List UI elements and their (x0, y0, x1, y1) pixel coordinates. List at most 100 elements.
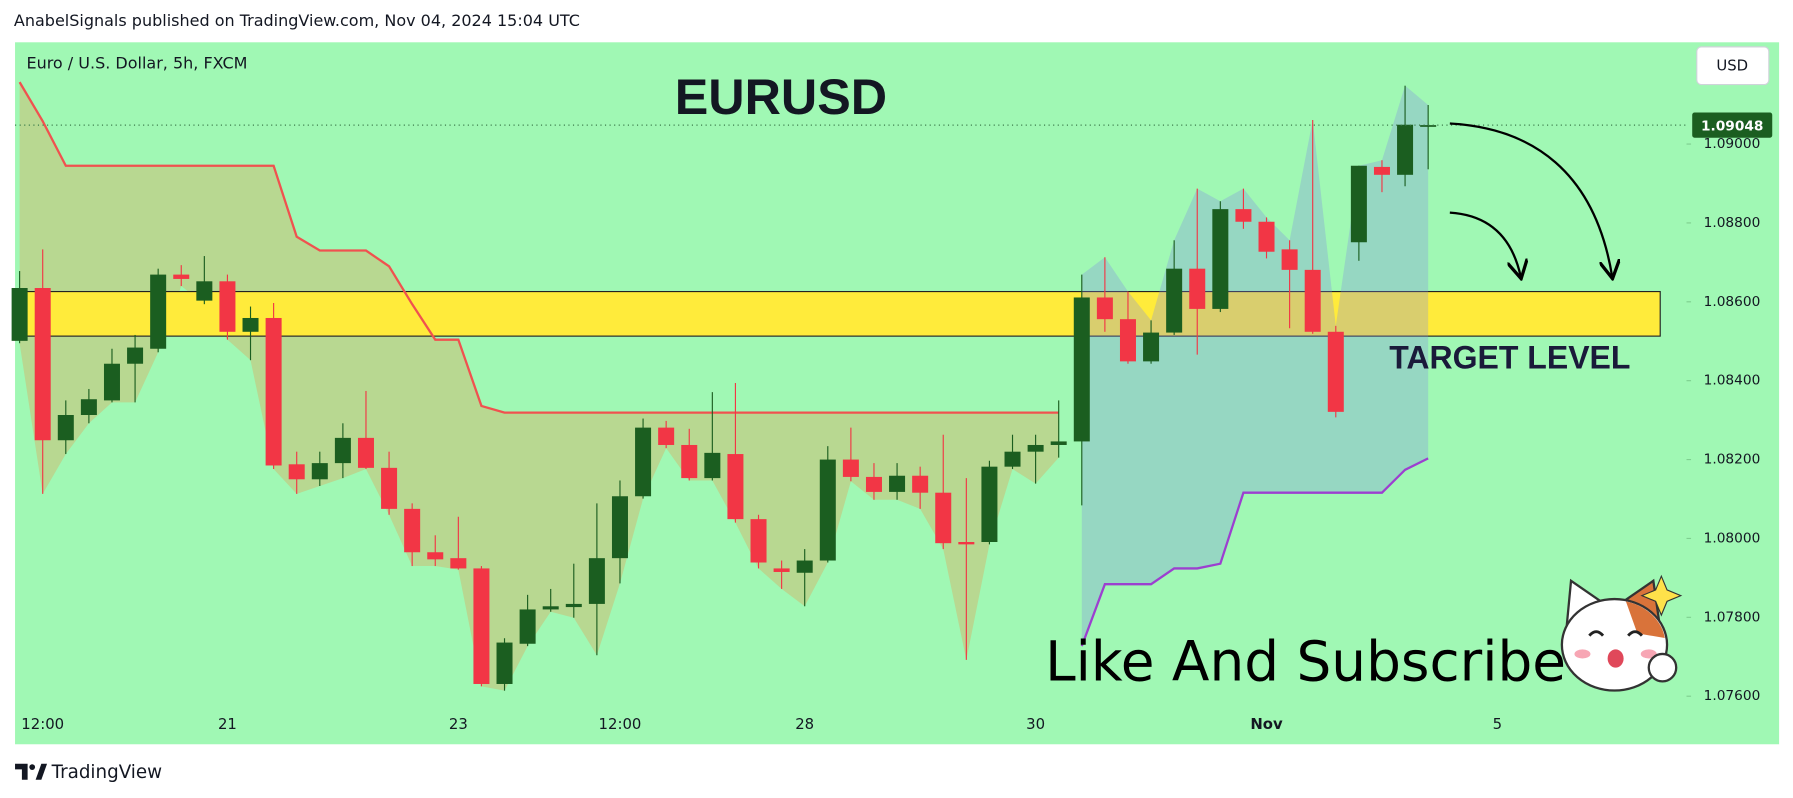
candle-body (842, 459, 859, 477)
indicator-fill (19, 82, 1059, 691)
y-tick-label: 1.08800 (1704, 215, 1761, 231)
candle-body (565, 603, 582, 608)
arrow (1449, 122, 1612, 276)
candle-layer (11, 85, 1437, 691)
candle-body (912, 475, 929, 493)
candle-body (635, 427, 652, 497)
y-tick-label: 1.07600 (1704, 688, 1761, 704)
cat-sticker (1560, 574, 1683, 692)
currency-label: USD (1716, 56, 1748, 74)
candle-body (57, 415, 74, 441)
x-tick-label: 5 (1493, 715, 1502, 733)
candle-body (981, 466, 998, 542)
candle-body (34, 288, 51, 441)
candle-body (450, 558, 467, 569)
currency-button[interactable] (1696, 46, 1770, 86)
candle-body (1350, 165, 1367, 243)
candle-body (1119, 319, 1136, 362)
candle-body (1258, 221, 1275, 252)
candle-body (1420, 125, 1437, 127)
candle-body (242, 317, 259, 332)
y-tick-label: 1.08200 (1704, 452, 1761, 468)
tv-logo: TradingView (15, 762, 162, 783)
candle-body (103, 363, 120, 401)
x-tick-label: 23 (449, 715, 468, 733)
candle-body (173, 274, 190, 279)
target-zone (14, 290, 1661, 337)
candle-body (1004, 451, 1021, 467)
candle-body (819, 459, 836, 561)
last-price-label: 1.09048 (1701, 118, 1763, 134)
candle-body (727, 454, 744, 520)
candle-body (150, 274, 167, 349)
candle-body (473, 568, 490, 684)
candle-body (219, 281, 236, 332)
candle-body (1327, 331, 1344, 412)
candle-body (935, 492, 952, 544)
candle-body (496, 642, 513, 684)
candle-body (750, 519, 767, 563)
candle-body (773, 568, 790, 572)
subscribe-label: Like And Subscribe (1045, 630, 1566, 694)
candle-body (265, 317, 282, 466)
candle-body (1189, 268, 1206, 309)
zone-layer (14, 290, 1661, 337)
candle-body (357, 437, 374, 468)
candle-body (519, 609, 536, 644)
candle-body (958, 541, 975, 545)
target-label: TARGET LEVEL (1389, 340, 1630, 376)
candle-body (80, 399, 97, 416)
candle-body (288, 464, 305, 480)
y-tick-label: 1.08600 (1704, 294, 1761, 310)
candle-body (865, 476, 882, 492)
fill-layer (19, 82, 1059, 691)
y-tick-label: 1.09000 (1704, 136, 1761, 152)
indicator-line (18, 81, 1059, 414)
axis-layer: 1.07600 1.07800 1.08000 1.08200 1.08400 1.086… (15, 112, 1773, 733)
x-tick-label: 30 (1026, 715, 1045, 733)
candle-body (658, 427, 675, 445)
candle-body (381, 467, 398, 509)
candle-body (1143, 332, 1160, 362)
footer-brand: TradingView (51, 762, 163, 783)
x-tick-label: 28 (795, 715, 814, 733)
candle-body (588, 558, 605, 604)
x-tick-label: 12:00 (599, 715, 642, 733)
candle-body (1373, 166, 1390, 175)
candle-body (1050, 441, 1067, 445)
candle-body (1212, 209, 1229, 309)
indicator-line (1080, 457, 1429, 647)
indicator-fill (1081, 85, 1429, 647)
candle-body (1235, 209, 1252, 222)
candle-body (704, 452, 721, 479)
candle-body (127, 347, 144, 364)
candle-body (11, 288, 28, 341)
publish-header: AnabelSignals published on TradingView.c… (14, 11, 580, 30)
line-layer (18, 81, 1429, 647)
candle-body (311, 463, 328, 480)
candle-body (1281, 249, 1298, 270)
candle-body (1096, 297, 1113, 320)
x-tick-label: Nov (1250, 715, 1283, 733)
x-tick-label: 12:00 (21, 715, 64, 733)
symbol-label: Euro / U.S. Dollar, 5h, FXCM (26, 54, 247, 73)
y-tick-label: 1.08400 (1704, 373, 1761, 389)
candle-body (542, 606, 559, 610)
chart-title: EURUSD (675, 68, 887, 125)
candle-body (796, 560, 813, 573)
candle-body (1073, 297, 1090, 442)
candle-body (1166, 268, 1183, 333)
candle-body (1304, 269, 1321, 332)
candle-body (889, 475, 906, 492)
candle-body (1027, 444, 1044, 452)
y-tick-label: 1.07800 (1704, 609, 1761, 625)
candle-body (611, 496, 628, 559)
candle-body (427, 552, 444, 560)
x-tick-label: 21 (218, 715, 237, 733)
candle-body (404, 508, 421, 553)
candle-body (196, 281, 213, 301)
cloud-layer (1081, 85, 1429, 647)
chart-panel (15, 42, 1780, 745)
